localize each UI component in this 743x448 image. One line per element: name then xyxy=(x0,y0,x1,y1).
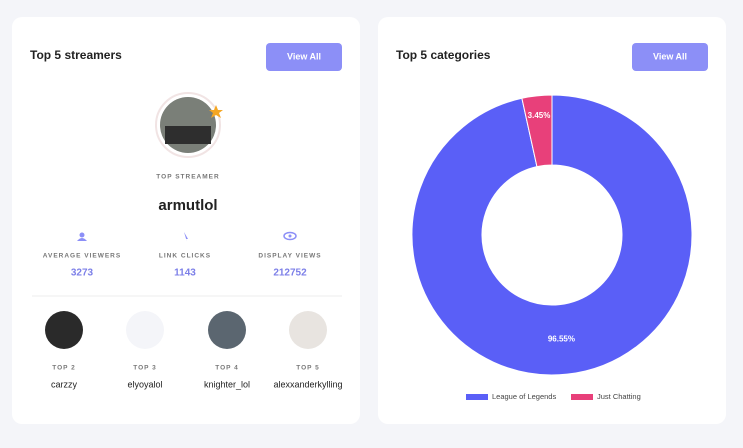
streamer-name: carzzy xyxy=(51,379,78,389)
card-title: Top 5 streamers xyxy=(30,48,122,62)
rank-label: TOP 2 xyxy=(52,365,76,372)
value-label: 3.45% xyxy=(528,111,551,120)
top-label: TOP STREAMER xyxy=(156,174,219,181)
stat-label: LINK CLICKS xyxy=(159,253,211,260)
view-all-button[interactable] xyxy=(632,43,708,71)
streamer-avatar xyxy=(45,311,83,349)
eye-icon xyxy=(283,231,297,241)
rank-label: TOP 4 xyxy=(215,365,239,372)
top-name: armutlol xyxy=(158,197,217,214)
legend-label: Just Chatting xyxy=(597,392,641,401)
legend-swatch xyxy=(571,394,593,400)
eye-icon xyxy=(288,234,292,238)
star-icon xyxy=(209,105,223,118)
streamer-name: knighter_lol xyxy=(204,379,250,389)
view-all-button[interactable] xyxy=(266,43,342,71)
click-icon xyxy=(184,232,188,242)
viewers-icon xyxy=(79,232,85,238)
slice xyxy=(521,94,553,168)
button-label[interactable]: View All xyxy=(287,51,321,61)
value-label: 96.55% xyxy=(548,335,575,344)
top-streamer-avatar xyxy=(160,97,216,153)
button-label[interactable]: View All xyxy=(653,51,687,61)
streamer-name: alexxanderkylling xyxy=(273,379,342,389)
viewers-icon xyxy=(77,238,87,241)
stat-value: 3273 xyxy=(71,268,94,279)
legend-label: League of Legends xyxy=(492,392,556,401)
streamer-avatar xyxy=(126,311,164,349)
rank-label: TOP 5 xyxy=(296,365,320,372)
avatar-detail xyxy=(165,126,211,144)
stat-label: DISPLAY VIEWS xyxy=(258,253,321,260)
slice xyxy=(411,94,693,376)
streamers-card xyxy=(12,17,360,424)
stat-icons xyxy=(77,231,297,242)
stat-value: 1143 xyxy=(174,268,196,279)
stat-value: 212752 xyxy=(273,268,307,279)
streamer-avatar xyxy=(289,311,327,349)
streamer-avatar xyxy=(208,311,246,349)
streamer-name: elyoyalol xyxy=(127,379,162,389)
legend-swatch xyxy=(466,394,488,400)
stat-label: AVERAGE VIEWERS xyxy=(43,253,121,260)
card-title: Top 5 categories xyxy=(396,48,491,62)
rank-label: TOP 3 xyxy=(133,365,157,372)
